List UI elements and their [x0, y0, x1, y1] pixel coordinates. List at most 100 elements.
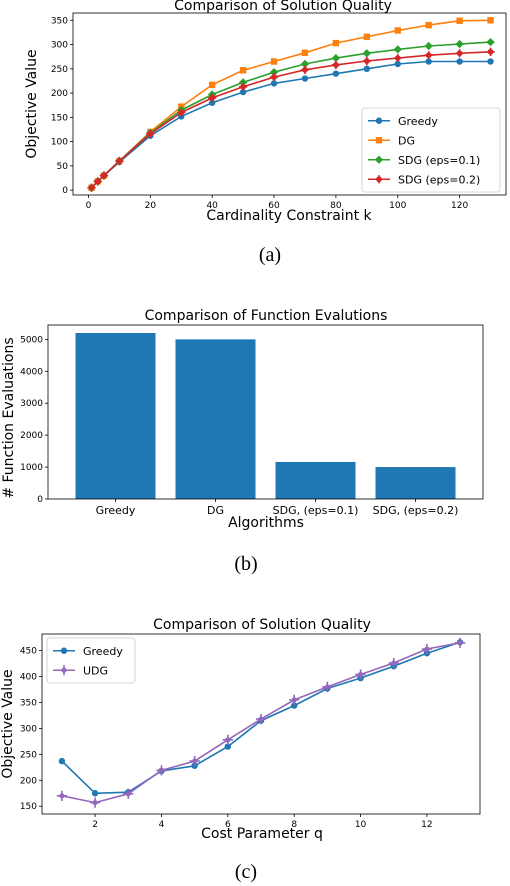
series-0-point: [487, 58, 494, 65]
chart-b-ylabel: # Function Evaluations: [1, 337, 17, 498]
series-3-point: [300, 65, 310, 74]
series-3-point-cross: [99, 171, 109, 180]
x-tick-label: 4: [159, 820, 165, 830]
series-0-point: [270, 80, 278, 87]
series-3-point: [99, 171, 109, 180]
chart-a-ylabel: Objective Value: [24, 49, 40, 158]
legend-swatch-marker: [375, 117, 383, 124]
bar: [375, 467, 456, 499]
chart-a-title: Comparison of Solution Quality: [174, 0, 392, 14]
chart-a: Comparison of Solution Quality 0 20 40 60 80…: [24, 0, 507, 266]
x-tick-label: 2: [92, 820, 98, 830]
x-tick-label: SDG, (eps=0.1): [273, 504, 359, 517]
y-tick-label: 4000: [20, 367, 43, 377]
chart-b-bars: [75, 332, 456, 499]
series-1-point: [222, 734, 233, 745]
series-3-point: [362, 56, 371, 66]
bar: [275, 461, 356, 499]
series-3-point: [238, 82, 248, 91]
x-tick-label: 10: [355, 820, 367, 830]
y-tick-label: 0: [62, 186, 68, 196]
chart-b-caption: (b): [234, 553, 257, 575]
chart-a-ticks: 0 20 40 60 80 100 120 0 50 100 150 200 250 300 350: [51, 16, 469, 211]
series-1-point: [355, 669, 366, 680]
series-1-point-dot: [324, 684, 330, 690]
series-3-point: [146, 129, 155, 139]
series-0-point: [224, 743, 232, 750]
series-3-point-cross: [177, 108, 186, 117]
series-1-point-dot: [92, 800, 98, 806]
series-0-point: [208, 99, 216, 106]
series-1-point: [456, 17, 463, 24]
series-3-point: [424, 51, 433, 60]
series-3-point: [486, 47, 495, 56]
series-0-point: [290, 702, 298, 709]
series-0-point: [301, 75, 309, 82]
legend-swatch-marker: [374, 175, 384, 184]
legend-label: DG: [398, 134, 415, 147]
x-tick-label: 12: [421, 820, 432, 830]
series-2-point: [455, 39, 464, 49]
series-3-point-cross: [115, 156, 124, 166]
chart-c-ylabel: Objective Value: [0, 669, 16, 778]
series-3-point: [93, 177, 102, 186]
chart-a-frame: [72, 12, 507, 196]
chart-a-legend: Greedy DG SDG (eps=0.1) SDG (eps=0.2): [361, 107, 501, 193]
series-3-point: [208, 93, 217, 103]
chart-c: Comparison of Solution Quality 2 4 6 8 10 12 1…: [0, 617, 481, 883]
y-tick-label: 350: [51, 16, 68, 26]
chart-b: Comparison of Function Evalutions 0 1000 2…: [1, 308, 484, 575]
series-1-point-dot: [158, 767, 165, 773]
series-0-point: [239, 88, 247, 96]
series-3-point-cross: [393, 53, 402, 63]
y-tick-label: 0: [37, 495, 43, 505]
series-2-point: [424, 41, 433, 51]
y-tick-label: 150: [51, 113, 68, 123]
series-2-point: [362, 49, 371, 58]
legend-label: Greedy: [83, 645, 123, 658]
series-2-point: [238, 78, 248, 87]
legend-box: [46, 637, 136, 684]
y-tick-label: 50: [57, 162, 69, 172]
series-3-point-cross: [486, 47, 495, 56]
series-3-point-cross: [362, 56, 371, 66]
series-1-point-dot: [457, 640, 463, 646]
x-tick-label: 60: [268, 201, 280, 211]
series-1-point: [301, 49, 309, 56]
series-3-point-cross: [146, 129, 155, 139]
x-tick-label: 40: [206, 201, 218, 211]
series-0-point: [332, 70, 340, 77]
series-1-point-dot: [125, 791, 131, 797]
legend-swatch-marker: [60, 647, 68, 654]
series-1-point: [89, 797, 101, 808]
series-1-point: [394, 27, 401, 34]
series-1-point-dot: [192, 758, 198, 764]
series-3-point: [177, 108, 186, 117]
series-1-point: [322, 681, 333, 693]
legend-label: UDG: [83, 664, 108, 677]
series-1-point: [332, 39, 340, 47]
series-0-point: [91, 790, 99, 797]
y-tick-label: 350: [20, 698, 37, 708]
x-tick-label: 20: [145, 201, 157, 211]
x-tick-label: 120: [451, 201, 468, 211]
series-3-point-cross: [93, 177, 102, 186]
series-0-point: [425, 58, 432, 65]
series-1-point: [239, 67, 247, 74]
y-tick-label: 400: [20, 673, 37, 683]
legend-swatch-marker-dot: [61, 667, 67, 673]
chart-b-frame: [47, 324, 484, 500]
series-1-point: [189, 755, 200, 767]
x-tick-label: 6: [225, 820, 231, 830]
chart-a-series: [87, 17, 495, 192]
series-2-point: [393, 45, 402, 54]
series-1-point: [56, 790, 68, 801]
series-1: [56, 637, 466, 808]
chart-c-frame: [41, 633, 481, 815]
chart-a-xlabel: Cardinality Constraint k: [206, 208, 372, 224]
x-tick-label: DG: [207, 504, 224, 517]
chart-b-xlabel: Algorithms: [228, 515, 304, 531]
y-tick-label: 300: [20, 724, 37, 734]
series-2-point: [300, 59, 310, 69]
